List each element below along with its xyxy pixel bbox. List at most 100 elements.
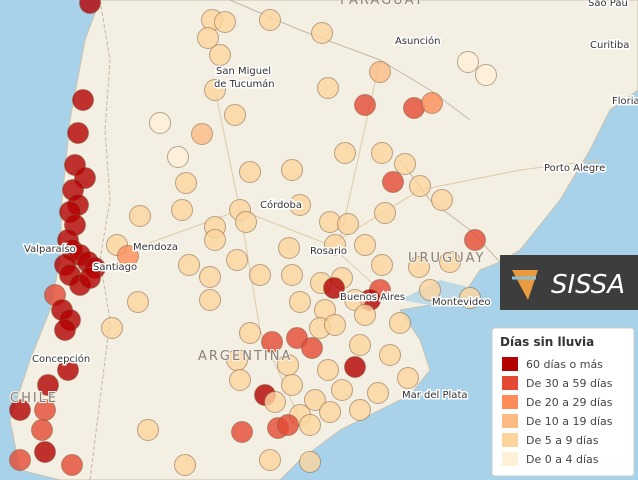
station-marker [239, 161, 261, 183]
station-marker [344, 356, 366, 378]
station-marker [199, 289, 221, 311]
station-marker [281, 159, 303, 181]
station-marker [34, 441, 56, 463]
station-marker [299, 451, 321, 473]
station-marker [129, 205, 151, 227]
legend-swatch [502, 414, 518, 428]
station-marker [367, 382, 389, 404]
place-label: San Miguel [216, 66, 271, 77]
station-marker [382, 171, 404, 193]
station-marker [459, 287, 481, 309]
station-marker [149, 112, 171, 134]
station-marker [317, 359, 339, 381]
legend-label: De 10 a 19 días [526, 415, 613, 428]
station-marker [379, 344, 401, 366]
station-marker [174, 454, 196, 476]
station-marker [261, 331, 283, 353]
station-marker [224, 104, 246, 126]
station-marker [371, 142, 393, 164]
station-marker [464, 229, 486, 251]
station-marker [9, 399, 31, 421]
station-marker [249, 264, 271, 286]
station-marker [178, 254, 200, 276]
station-marker [299, 414, 321, 436]
station-marker [354, 304, 376, 326]
station-marker [374, 202, 396, 224]
station-marker [199, 266, 221, 288]
station-marker [349, 334, 371, 356]
place-label: Curitiba [590, 40, 629, 51]
station-marker [204, 79, 226, 101]
station-marker [419, 279, 441, 301]
station-marker [175, 172, 197, 194]
station-marker [397, 367, 419, 389]
legend-swatch [502, 395, 518, 409]
station-marker [311, 22, 333, 44]
station-marker [127, 291, 149, 313]
station-marker [457, 51, 479, 73]
station-marker [409, 175, 431, 197]
place-label: Rosario [310, 246, 347, 257]
station-marker [324, 234, 346, 256]
station-marker [324, 314, 346, 336]
station-marker [281, 264, 303, 286]
station-marker [259, 9, 281, 31]
station-marker [354, 234, 376, 256]
station-marker [408, 256, 430, 278]
logo: SISSA [500, 255, 638, 310]
station-marker [349, 399, 371, 421]
place-label: Mar del Plata [402, 390, 468, 401]
station-marker [439, 251, 461, 273]
legend-label: 60 días o más [526, 358, 603, 371]
station-marker [79, 0, 101, 14]
legend-title: Días sin lluvia [500, 335, 594, 349]
station-marker [289, 194, 311, 216]
legend-label: De 5 a 9 días [526, 434, 599, 447]
place-label: Porto Alegre [544, 163, 605, 174]
station-marker [301, 337, 323, 359]
station-marker [67, 122, 89, 144]
station-marker [354, 94, 376, 116]
station-marker [475, 64, 497, 86]
station-marker [72, 89, 94, 111]
station-marker [209, 44, 231, 66]
station-marker [317, 77, 339, 99]
station-marker [226, 249, 248, 271]
station-marker [334, 142, 356, 164]
place-label: Buenos Aires [340, 292, 405, 303]
station-marker [331, 379, 353, 401]
station-marker [57, 359, 79, 381]
station-marker [277, 414, 299, 436]
legend-swatch [502, 376, 518, 390]
place-label: de Tucumán [214, 78, 275, 90]
station-marker [167, 146, 189, 168]
station-marker [79, 267, 101, 289]
place-label: Asunción [395, 35, 440, 47]
station-marker [239, 322, 261, 344]
place-label: Santiago [93, 262, 137, 273]
station-marker [214, 11, 236, 33]
station-marker [137, 419, 159, 441]
station-marker [281, 374, 303, 396]
country-label: PARAGUAY [340, 0, 425, 8]
place-label: Floria [612, 96, 638, 107]
station-marker [31, 419, 53, 441]
place-label: Montevideo [432, 297, 490, 308]
station-marker [319, 401, 341, 423]
station-marker [229, 369, 251, 391]
station-marker [421, 92, 443, 114]
station-marker [61, 454, 83, 476]
place-label: Sao Pau [588, 0, 628, 9]
legend-label: De 30 a 59 días [526, 377, 613, 390]
station-marker [259, 449, 281, 471]
legend-label: De 20 a 29 días [526, 396, 613, 409]
station-marker [9, 449, 31, 471]
station-marker [54, 319, 76, 341]
place-label: Valparaíso [24, 243, 76, 255]
station-marker [304, 389, 326, 411]
country-label: ARGENTINA [198, 349, 292, 364]
station-marker [117, 245, 139, 267]
station-marker [204, 229, 226, 251]
station-marker [369, 61, 391, 83]
